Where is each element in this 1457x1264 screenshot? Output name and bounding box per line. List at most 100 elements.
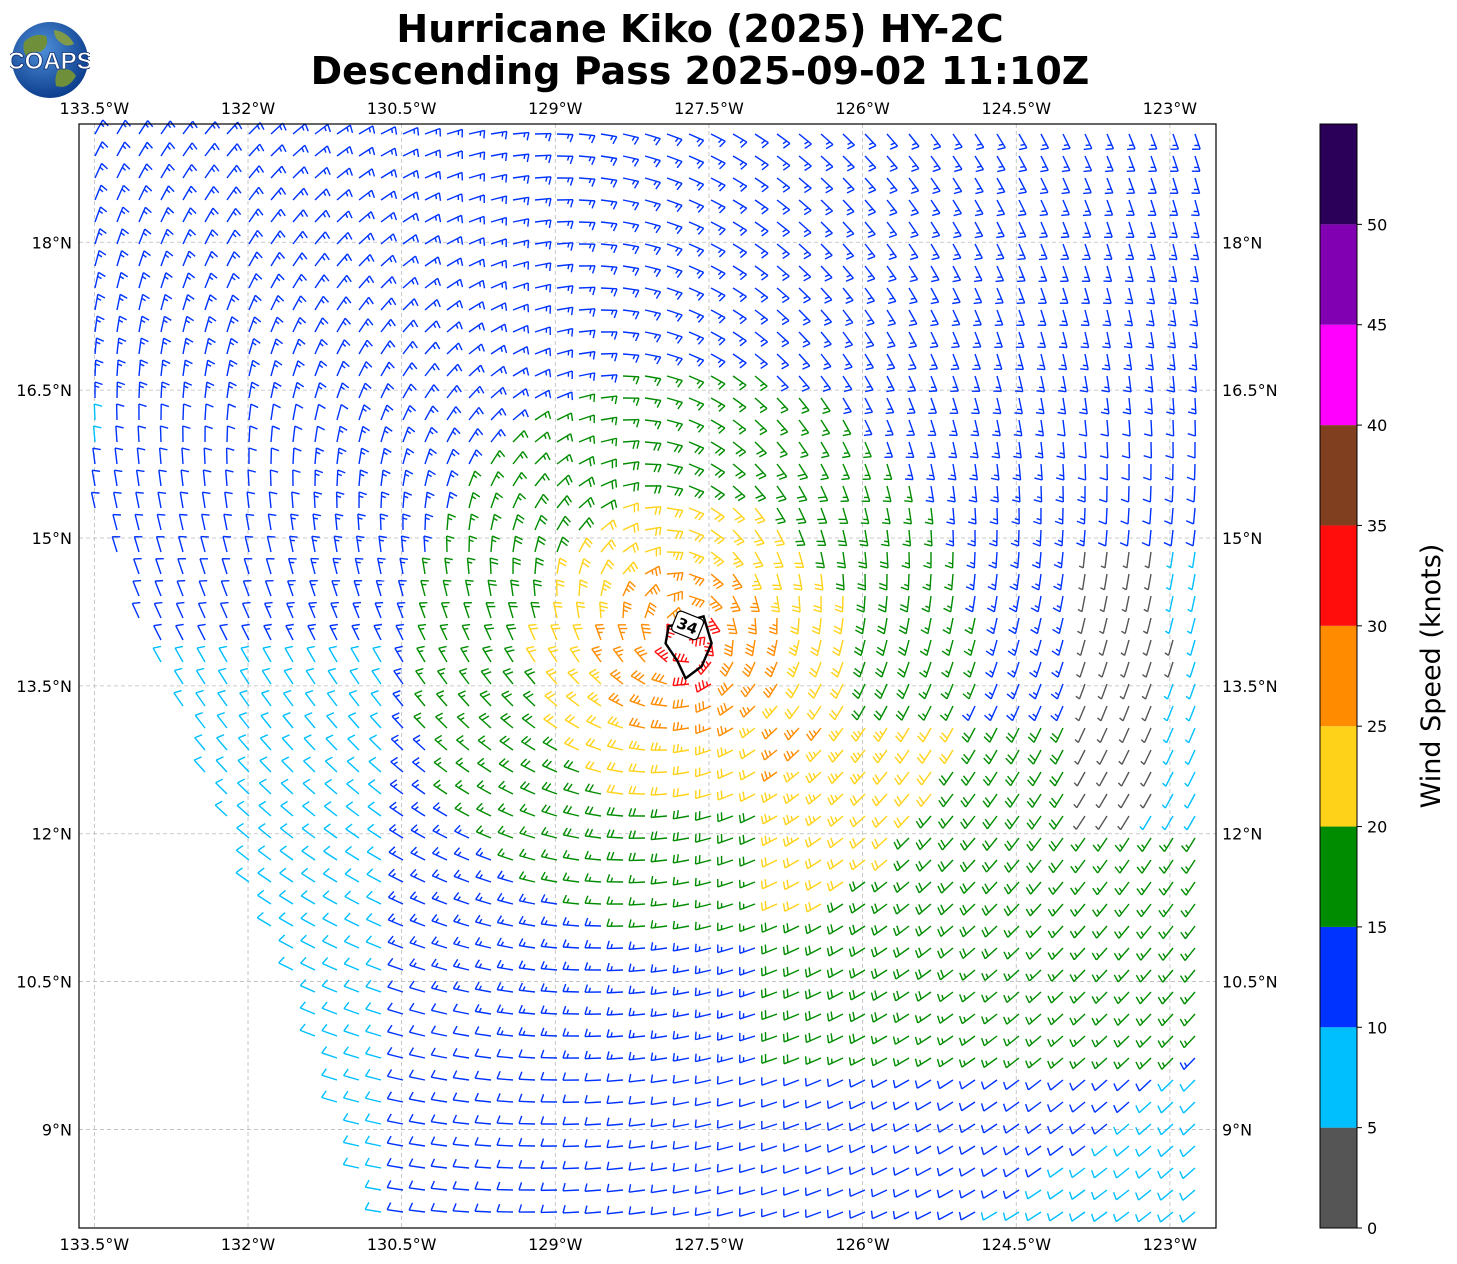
wind-barb — [892, 1101, 910, 1111]
wind-barb — [672, 854, 690, 864]
wind-barb — [804, 1078, 822, 1087]
wind-barb — [260, 712, 272, 729]
wind-barb — [1117, 815, 1130, 831]
wind-barb — [798, 221, 812, 238]
wind-barb — [584, 1072, 602, 1082]
wind-barb — [968, 485, 978, 503]
wind-barb — [1136, 925, 1152, 939]
wind-barb — [430, 1136, 448, 1147]
wind-barb — [424, 448, 437, 465]
wind-barb — [606, 1183, 624, 1193]
wind-barb — [376, 557, 386, 575]
wind-barb — [402, 148, 420, 158]
wind-barb — [204, 207, 219, 223]
wind-barb — [1026, 815, 1042, 830]
wind-barb — [446, 214, 464, 224]
wind-barb — [870, 925, 888, 936]
wind-barb — [606, 984, 624, 994]
wind-barb — [431, 869, 448, 883]
wind-barb — [518, 1071, 536, 1081]
wind-barb — [644, 375, 662, 387]
wind-barb — [864, 155, 877, 172]
wind-barb — [304, 712, 316, 729]
wind-barb — [1180, 837, 1196, 853]
wind-barb — [490, 130, 508, 140]
wind-barb — [380, 469, 391, 487]
wind-barb — [732, 353, 747, 369]
wind-barb — [1164, 661, 1174, 678]
wind-barb — [322, 867, 338, 883]
wind-barb — [1007, 661, 1020, 678]
wind-barb — [1078, 419, 1088, 437]
wind-barb — [204, 250, 218, 267]
wind-barb — [688, 221, 705, 235]
wind-barb — [1096, 749, 1108, 765]
wind-barb — [798, 419, 810, 437]
wind-barb — [849, 815, 866, 828]
wind-barb — [1031, 551, 1042, 569]
wind-barb — [396, 601, 406, 619]
wind-barb — [1015, 353, 1025, 371]
wind-barb — [115, 425, 124, 443]
wind-barb — [408, 1091, 426, 1103]
wind-barb — [358, 339, 373, 355]
wind-barb — [1061, 199, 1070, 217]
wind-barb — [826, 837, 844, 849]
wind-barb — [116, 206, 130, 223]
wind-barb — [983, 727, 998, 743]
wind-barb — [1157, 1079, 1174, 1092]
wind-barb — [923, 551, 932, 569]
wind-barb — [761, 1077, 778, 1086]
wind-barb — [1143, 595, 1152, 613]
wind-barb — [345, 801, 360, 817]
wind-barb — [1024, 1167, 1042, 1178]
wind-barb — [91, 469, 101, 487]
wind-barb — [936, 1123, 954, 1133]
wind-barb — [958, 1035, 976, 1046]
wind-barb — [965, 573, 976, 591]
wind-barb — [431, 891, 448, 905]
wind-barb — [217, 689, 228, 707]
wind-barb — [606, 896, 624, 905]
wind-barb — [468, 449, 483, 465]
wind-barbs — [90, 119, 1201, 1223]
wind-barb — [930, 221, 941, 239]
gridlines — [79, 124, 1216, 1228]
wind-barb — [380, 297, 397, 311]
wind-barb — [1017, 221, 1027, 239]
wind-barb — [981, 903, 998, 916]
wind-barb — [930, 287, 940, 305]
lat-tick-label: 9°N — [42, 1120, 72, 1139]
wind-barb — [754, 287, 769, 303]
wind-barb — [292, 425, 303, 443]
wind-barb — [710, 265, 726, 280]
wind-barb — [836, 551, 847, 569]
wind-barb — [949, 397, 959, 414]
wind-barb — [270, 295, 285, 311]
wind-barb — [864, 287, 876, 305]
wind-barb — [600, 395, 618, 405]
wind-barb — [408, 1069, 426, 1081]
wind-barb — [218, 645, 228, 663]
wind-barb — [947, 463, 957, 481]
wind-barb — [1102, 331, 1111, 349]
wind-barb — [901, 551, 911, 569]
wind-barb — [881, 507, 891, 525]
wind-barb — [961, 705, 976, 722]
wind-barb — [1060, 265, 1069, 282]
wind-barb — [387, 890, 404, 905]
wind-barb — [1136, 859, 1152, 874]
wind-barb — [556, 155, 574, 165]
wind-barb — [116, 381, 126, 399]
wind-barb — [358, 254, 375, 267]
wind-barb — [794, 551, 805, 569]
wind-barb — [761, 749, 778, 761]
wind-barb — [518, 960, 536, 971]
wind-barb — [783, 771, 800, 783]
wind-barb — [838, 507, 849, 525]
lat-tick-label: 10.5°N — [16, 973, 72, 992]
wind-barb — [197, 601, 207, 619]
wind-barb — [599, 601, 609, 619]
wind-barb — [424, 405, 439, 421]
wind-barb — [1119, 705, 1130, 722]
